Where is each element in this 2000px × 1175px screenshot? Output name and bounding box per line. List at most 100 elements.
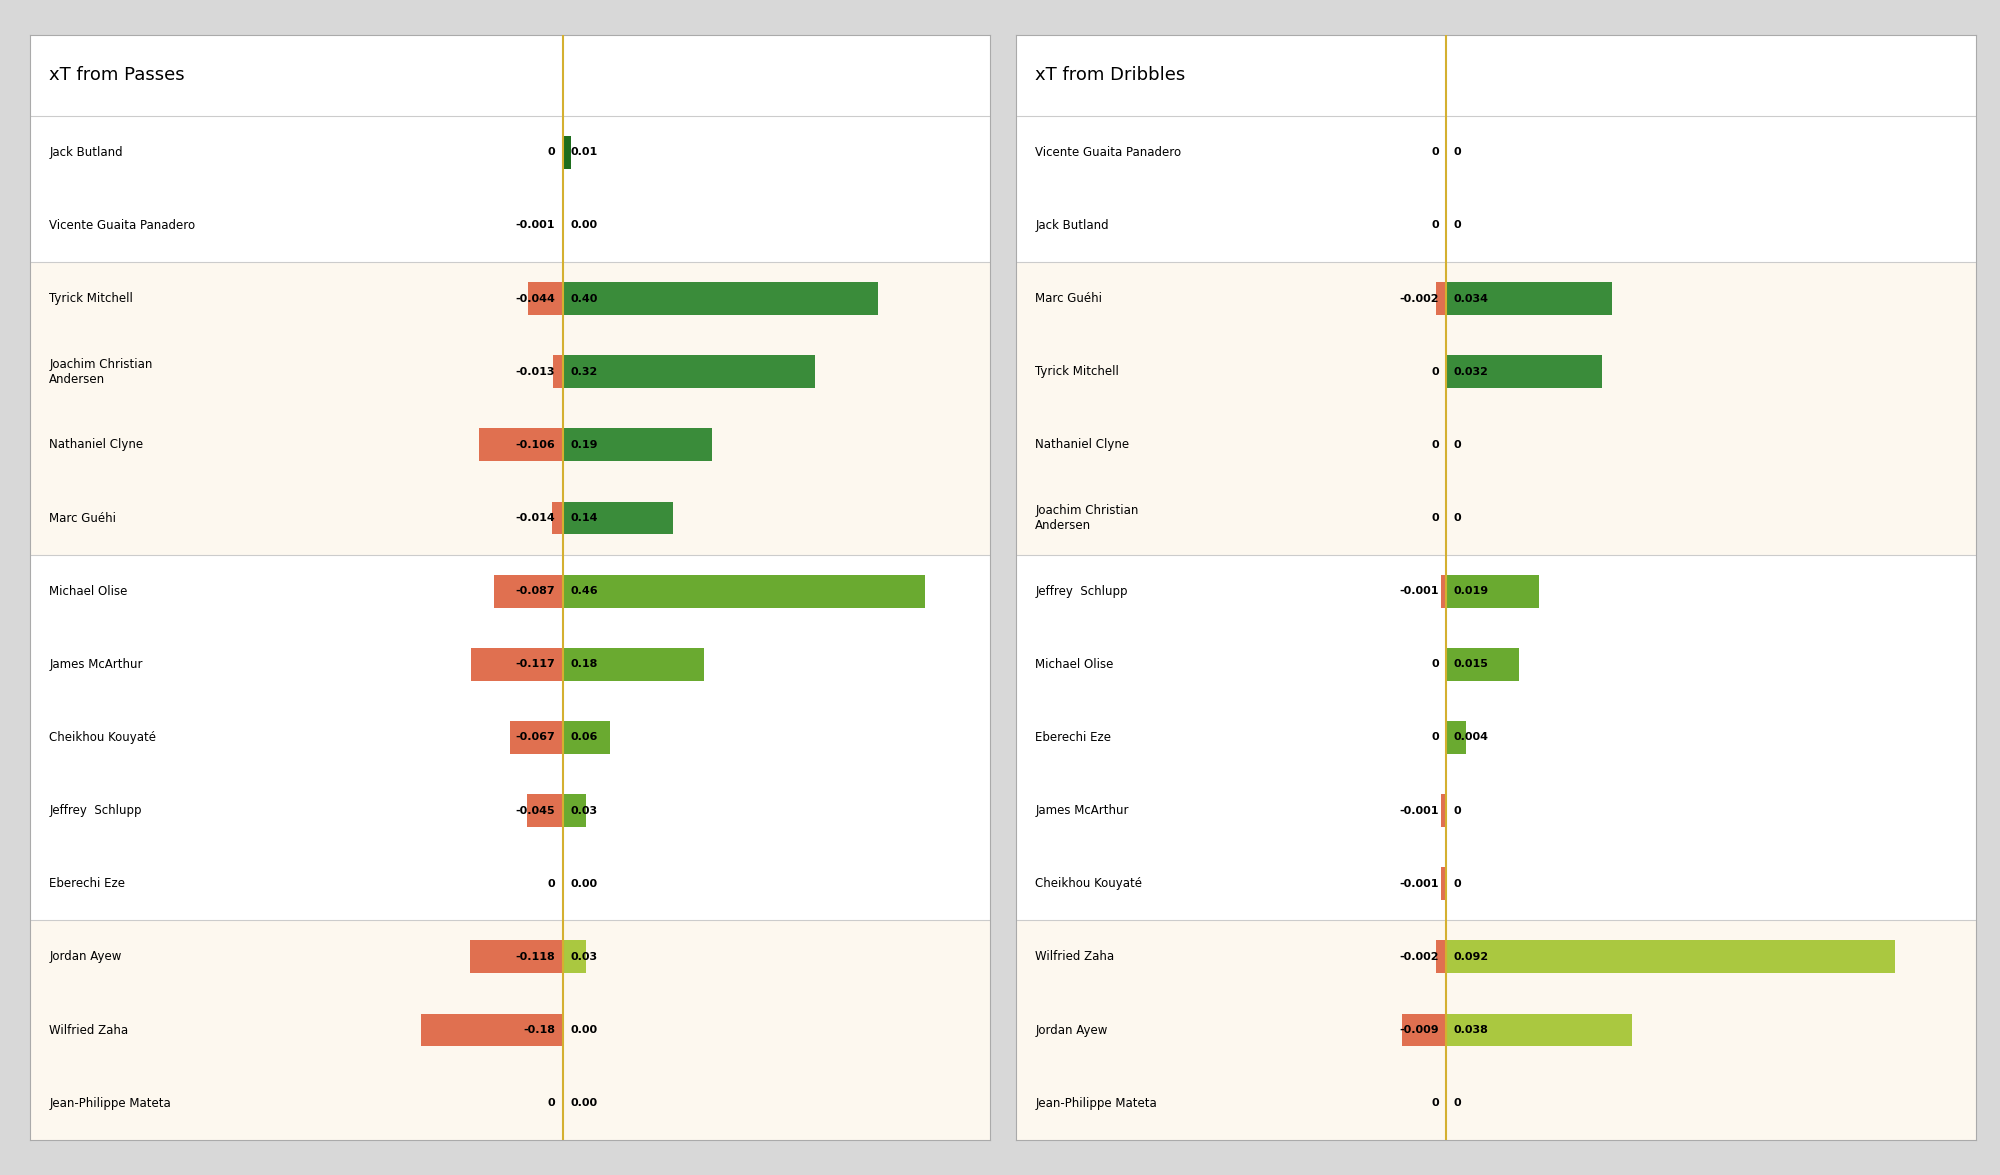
- Text: 0: 0: [1454, 879, 1462, 888]
- Bar: [470, 940, 562, 973]
- Text: 0: 0: [1454, 1099, 1462, 1108]
- Bar: [562, 575, 924, 607]
- Bar: [528, 794, 562, 827]
- Bar: [562, 940, 586, 973]
- Text: 0: 0: [1432, 732, 1438, 743]
- Bar: [562, 502, 672, 535]
- Text: 0.19: 0.19: [570, 439, 598, 450]
- Text: -0.117: -0.117: [516, 659, 556, 670]
- Text: 0: 0: [1454, 221, 1462, 230]
- Bar: [30, 555, 990, 920]
- Text: Cheikhou Kouyaté: Cheikhou Kouyaté: [50, 731, 156, 744]
- Bar: [470, 647, 562, 680]
- Bar: [552, 502, 562, 535]
- Bar: [562, 429, 712, 462]
- Text: -0.014: -0.014: [516, 513, 556, 523]
- Bar: [1446, 355, 1602, 388]
- Text: 0: 0: [1454, 147, 1462, 157]
- Text: -0.001: -0.001: [1400, 806, 1438, 815]
- Text: 0: 0: [548, 147, 556, 157]
- Bar: [422, 1014, 562, 1047]
- Text: -0.067: -0.067: [516, 732, 556, 743]
- Text: Wilfried Zaha: Wilfried Zaha: [50, 1023, 128, 1036]
- Text: 0.03: 0.03: [570, 952, 598, 962]
- Text: Marc Guéhi: Marc Guéhi: [50, 511, 116, 524]
- Text: 0: 0: [1432, 439, 1438, 450]
- Text: -0.002: -0.002: [1400, 952, 1438, 962]
- Bar: [30, 262, 990, 555]
- Bar: [528, 282, 562, 315]
- Text: -0.18: -0.18: [524, 1025, 556, 1035]
- Text: xT from Passes: xT from Passes: [50, 67, 184, 85]
- Text: 0: 0: [1432, 513, 1438, 523]
- Bar: [1446, 647, 1520, 680]
- Text: Michael Olise: Michael Olise: [50, 585, 128, 598]
- Text: 0: 0: [1432, 147, 1438, 157]
- Text: -0.118: -0.118: [516, 952, 556, 962]
- Text: Cheikhou Kouyaté: Cheikhou Kouyaté: [1036, 878, 1142, 891]
- Bar: [1436, 940, 1446, 973]
- Text: 0: 0: [1432, 367, 1438, 377]
- Text: 0.14: 0.14: [570, 513, 598, 523]
- Text: 0.00: 0.00: [570, 1099, 598, 1108]
- Bar: [562, 136, 570, 169]
- Bar: [1402, 1014, 1446, 1047]
- Text: -0.106: -0.106: [516, 439, 556, 450]
- Text: Jean-Philippe Mateta: Jean-Philippe Mateta: [50, 1096, 170, 1109]
- Bar: [480, 429, 562, 462]
- Text: -0.001: -0.001: [1400, 586, 1438, 596]
- Text: 0.00: 0.00: [570, 879, 598, 888]
- Text: Michael Olise: Michael Olise: [1036, 658, 1114, 671]
- Bar: [562, 721, 610, 754]
- Bar: [562, 647, 704, 680]
- Text: -0.045: -0.045: [516, 806, 556, 815]
- Text: James McArthur: James McArthur: [1036, 804, 1128, 817]
- Text: Jordan Ayew: Jordan Ayew: [1036, 1023, 1108, 1036]
- Text: Jack Butland: Jack Butland: [50, 146, 122, 159]
- Bar: [1436, 282, 1446, 315]
- Text: -0.001: -0.001: [1400, 879, 1438, 888]
- Bar: [1442, 575, 1446, 607]
- Text: -0.044: -0.044: [516, 294, 556, 303]
- Text: Nathaniel Clyne: Nathaniel Clyne: [1036, 438, 1130, 451]
- Bar: [1446, 1014, 1632, 1047]
- Bar: [1446, 721, 1466, 754]
- Text: -0.013: -0.013: [516, 367, 556, 377]
- Text: Tyrick Mitchell: Tyrick Mitchell: [1036, 365, 1120, 378]
- Text: Vicente Guaita Panadero: Vicente Guaita Panadero: [50, 219, 196, 231]
- Bar: [1442, 867, 1446, 900]
- Text: -0.087: -0.087: [516, 586, 556, 596]
- Text: Vicente Guaita Panadero: Vicente Guaita Panadero: [1036, 146, 1182, 159]
- Text: 0.40: 0.40: [570, 294, 598, 303]
- Bar: [494, 575, 562, 607]
- Text: xT from Dribbles: xT from Dribbles: [1036, 67, 1186, 85]
- Bar: [1446, 575, 1538, 607]
- Bar: [1016, 35, 1976, 115]
- Text: Tyrick Mitchell: Tyrick Mitchell: [50, 293, 134, 306]
- Text: 0.032: 0.032: [1454, 367, 1488, 377]
- Text: 0: 0: [1454, 806, 1462, 815]
- Bar: [1016, 920, 1976, 1140]
- Text: Jeffrey  Schlupp: Jeffrey Schlupp: [1036, 585, 1128, 598]
- Bar: [510, 721, 562, 754]
- Text: 0: 0: [1432, 221, 1438, 230]
- Text: -0.001: -0.001: [516, 221, 556, 230]
- Text: 0: 0: [548, 879, 556, 888]
- Text: 0.01: 0.01: [570, 147, 598, 157]
- Text: Eberechi Eze: Eberechi Eze: [50, 878, 126, 891]
- Text: 0.092: 0.092: [1454, 952, 1488, 962]
- Text: 0.015: 0.015: [1454, 659, 1488, 670]
- Text: -0.009: -0.009: [1400, 1025, 1438, 1035]
- Text: Jordan Ayew: Jordan Ayew: [50, 951, 122, 963]
- Text: Joachim Christian
Andersen: Joachim Christian Andersen: [50, 357, 152, 385]
- Bar: [552, 355, 562, 388]
- Text: 0.019: 0.019: [1454, 586, 1488, 596]
- Text: 0: 0: [1432, 1099, 1438, 1108]
- Bar: [30, 920, 990, 1140]
- Bar: [30, 115, 990, 262]
- Text: Joachim Christian
Andersen: Joachim Christian Andersen: [1036, 504, 1138, 532]
- Text: 0: 0: [1454, 439, 1462, 450]
- Text: 0.00: 0.00: [570, 221, 598, 230]
- Text: 0.004: 0.004: [1454, 732, 1488, 743]
- Text: 0.06: 0.06: [570, 732, 598, 743]
